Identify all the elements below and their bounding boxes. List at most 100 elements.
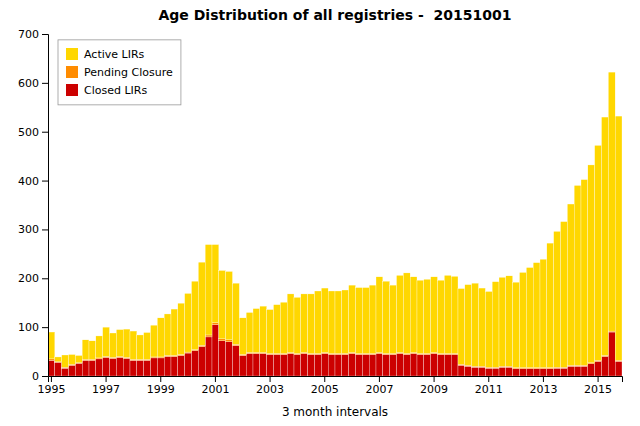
y-tick: 0 (32, 370, 48, 383)
bar (567, 204, 574, 365)
bar (383, 281, 390, 353)
x-tick-label: 2001 (201, 383, 229, 396)
y-tick-mark (42, 278, 48, 279)
bar (342, 290, 349, 354)
bar (328, 355, 335, 376)
title: Age Distribution of all registries - 201… (159, 7, 512, 23)
bar (198, 262, 205, 345)
x-tick-mark (160, 376, 161, 382)
bar (212, 323, 219, 325)
bar (123, 329, 130, 357)
bar-series (48, 72, 622, 368)
y-tick: 100 (18, 321, 48, 334)
bar (198, 345, 205, 346)
legend-label: Closed LIRs (84, 84, 147, 97)
bar (55, 362, 62, 376)
bar (48, 360, 55, 376)
bar (390, 355, 397, 376)
bar (48, 359, 55, 360)
x-tick-label: 2009 (420, 383, 448, 396)
bar (301, 354, 308, 376)
bar (157, 318, 164, 357)
bar (458, 289, 465, 365)
bar (253, 309, 260, 353)
bar (321, 288, 328, 352)
bar (602, 117, 609, 355)
bar (294, 355, 301, 376)
bar (431, 277, 438, 353)
x-tick-label: 1999 (147, 383, 175, 396)
bar (417, 355, 424, 376)
y-tick-label: 100 (18, 321, 39, 334)
bar (397, 354, 404, 376)
legend-swatch (66, 66, 78, 78)
bar (246, 312, 253, 352)
x-tick-label: 2013 (529, 383, 557, 396)
x-tick: 2005 (311, 376, 339, 396)
bar (608, 332, 615, 376)
y-tick-label: 0 (32, 370, 39, 383)
bar (130, 360, 137, 376)
bar (198, 347, 205, 376)
bar (96, 336, 103, 358)
bar (171, 309, 178, 355)
bar (438, 280, 445, 353)
bar (171, 356, 178, 376)
bar (458, 365, 465, 376)
bar (137, 360, 144, 376)
x-tick: 2007 (365, 376, 393, 396)
x-tick-mark (434, 376, 435, 382)
x-tick-label: 2003 (256, 383, 284, 396)
bar (547, 369, 554, 376)
bar (581, 180, 588, 366)
bar (212, 325, 219, 376)
bar (417, 280, 424, 353)
bar (595, 145, 602, 360)
bar (185, 353, 192, 376)
bar (69, 355, 76, 365)
bar (554, 368, 561, 376)
bar (362, 355, 369, 376)
y-tick-label: 200 (18, 272, 39, 285)
bar (526, 268, 533, 368)
bar (513, 282, 520, 368)
bar (561, 368, 568, 376)
bar (533, 263, 540, 368)
legend-swatch (66, 48, 78, 60)
bar (444, 355, 451, 376)
y-tick: 700 (18, 28, 48, 41)
y-axis: 0100200300400500600700 (18, 28, 49, 383)
bar (89, 360, 96, 376)
bar (103, 327, 110, 356)
bar (274, 355, 281, 376)
bar (540, 259, 547, 367)
y-tick: 400 (18, 175, 48, 188)
bar (376, 354, 383, 376)
bar (472, 283, 479, 366)
bar (62, 355, 69, 367)
y-tick: 200 (18, 272, 48, 285)
legend-item: Active LIRs (66, 48, 145, 61)
bar (520, 272, 527, 367)
bar (164, 314, 171, 356)
legend-label: Active LIRs (84, 48, 145, 61)
bars (48, 72, 622, 376)
x-tick-label: 2015 (584, 383, 612, 396)
y-tick-label: 600 (18, 77, 39, 90)
x-tick: 2015 (584, 376, 612, 396)
x-tick-label: 1997 (92, 383, 120, 396)
bar (410, 277, 417, 353)
bar (567, 366, 574, 376)
bar (588, 165, 595, 363)
y-tick-mark (42, 229, 48, 230)
bar (260, 306, 267, 352)
x-tick-mark (543, 376, 544, 382)
bar (335, 291, 342, 354)
bar (588, 364, 595, 376)
bar (342, 355, 349, 376)
bar (192, 351, 199, 376)
bar (485, 291, 492, 367)
bar (485, 368, 492, 376)
bar (212, 245, 219, 323)
bar (253, 354, 260, 376)
